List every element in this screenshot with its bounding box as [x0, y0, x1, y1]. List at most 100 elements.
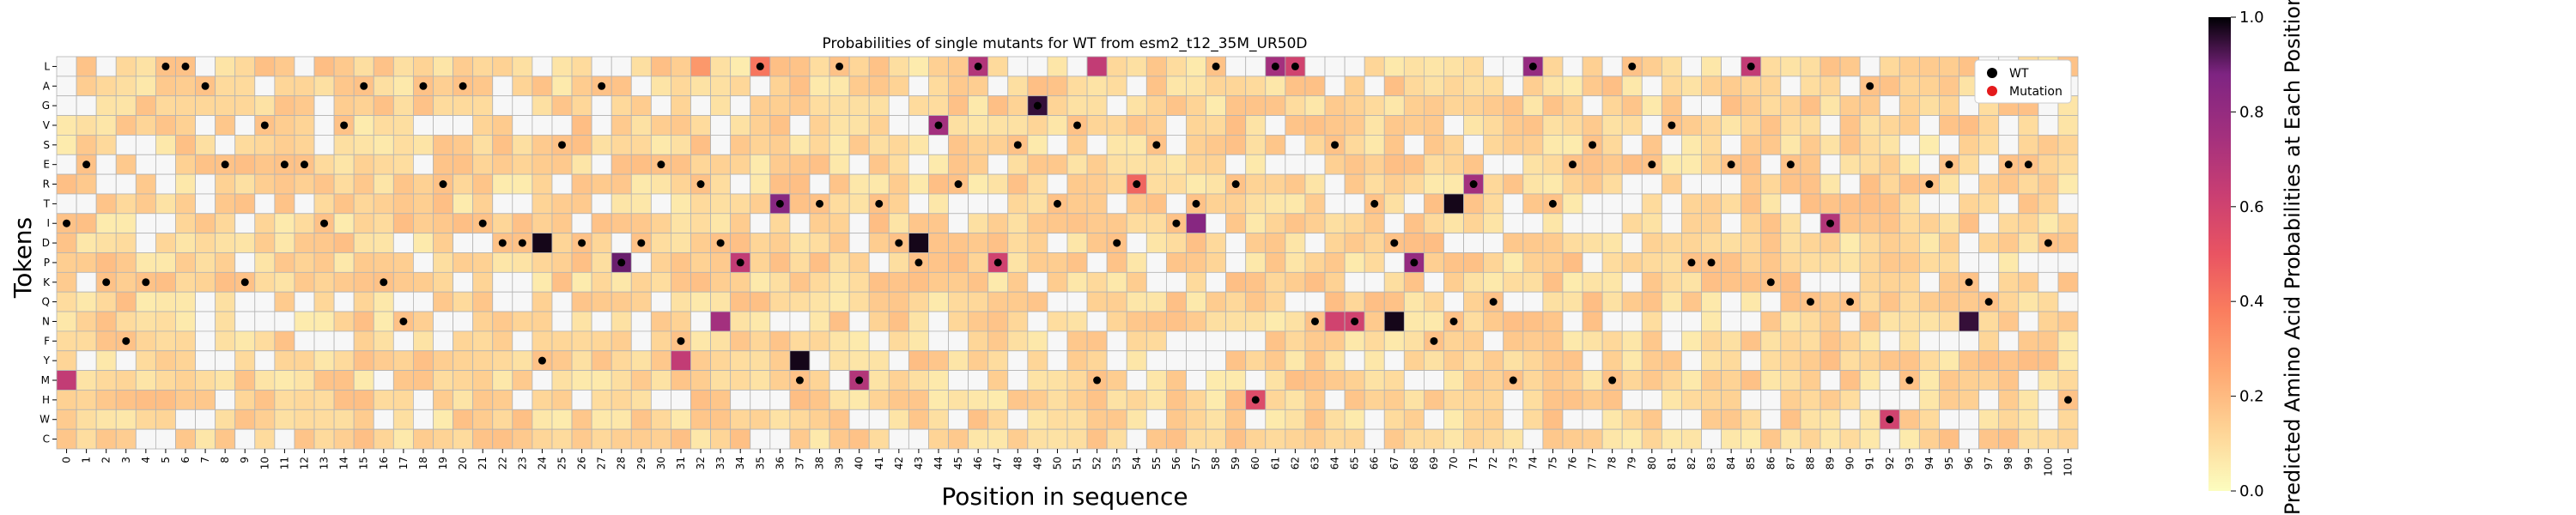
heatmap-cell	[353, 409, 374, 430]
wt-marker	[1033, 101, 1042, 110]
heatmap-cell	[789, 115, 811, 136]
heatmap-cell	[1206, 390, 1227, 410]
heatmap-cell	[611, 134, 632, 155]
heatmap-cell	[789, 154, 811, 175]
heatmap-cell	[472, 76, 494, 97]
heatmap-cell	[392, 115, 414, 136]
heatmap-cell	[2057, 115, 2079, 136]
heatmap-cell	[1047, 330, 1068, 352]
heatmap-cell	[512, 173, 533, 195]
heatmap-cell	[1245, 115, 1267, 136]
heatmap-cell	[829, 252, 850, 273]
heatmap-cell	[353, 173, 374, 195]
heatmap-cell	[888, 76, 909, 97]
heatmap-cell	[1542, 233, 1564, 253]
heatmap-cell	[1998, 409, 2020, 430]
heatmap-cell	[987, 76, 1009, 97]
heatmap-cell	[1859, 291, 1880, 312]
heatmap-cell	[1245, 193, 1267, 215]
heatmap-cell	[1800, 233, 1821, 253]
heatmap-cell	[690, 56, 711, 77]
heatmap-cell	[294, 370, 315, 391]
heatmap-cell	[472, 330, 494, 352]
heatmap-cell	[1324, 213, 1346, 234]
heatmap-cell	[2057, 271, 2079, 293]
heatmap-cell	[1265, 409, 1286, 430]
x-tick-label: 44	[933, 457, 945, 470]
heatmap-cell	[1859, 428, 1880, 450]
heatmap-cell	[1800, 76, 1821, 97]
heatmap-cell	[492, 56, 513, 77]
heatmap-cell	[1918, 330, 1940, 352]
heatmap-cell	[1701, 350, 1722, 372]
x-tick-label: 71	[1467, 457, 1479, 470]
heatmap-cell	[215, 134, 236, 155]
heatmap-cell	[671, 311, 691, 332]
heatmap-cell	[56, 252, 77, 273]
heatmap-cell	[829, 428, 850, 450]
heatmap-cell	[1344, 134, 1365, 155]
heatmap-cell	[313, 134, 335, 155]
heatmap-cell	[254, 76, 276, 97]
heatmap-cell	[1542, 350, 1564, 372]
heatmap-cell	[1899, 311, 1920, 332]
heatmap-cell	[333, 173, 355, 195]
heatmap-cell	[175, 291, 196, 312]
heatmap-cell	[1285, 271, 1306, 293]
heatmap-cell	[690, 409, 711, 430]
heatmap-cell	[1066, 76, 1088, 97]
heatmap-cell	[1601, 193, 1623, 215]
heatmap-cell	[373, 311, 394, 332]
heatmap-cell	[195, 409, 216, 430]
heatmap-cell	[1424, 76, 1444, 97]
heatmap-cell	[1424, 390, 1444, 410]
wt-marker	[1707, 258, 1716, 267]
heatmap-cell	[392, 271, 414, 293]
heatmap-cell	[1780, 76, 1801, 97]
heatmap-cell	[56, 370, 77, 391]
heatmap-cell	[671, 409, 691, 430]
wt-marker	[142, 278, 150, 287]
heatmap-cell	[1899, 95, 1920, 116]
heatmap-cell	[1186, 95, 1206, 116]
heatmap-cell	[1186, 213, 1206, 234]
wt-marker	[677, 336, 685, 345]
heatmap-cell	[789, 271, 811, 293]
heatmap-cell	[1145, 311, 1167, 332]
heatmap-cell	[1304, 330, 1326, 352]
heatmap-cell	[135, 193, 156, 215]
heatmap-cell	[710, 350, 732, 372]
heatmap-cell	[155, 134, 176, 155]
heatmap-cell	[1760, 428, 1782, 450]
x-tick-label: 11	[278, 457, 290, 470]
heatmap-cell	[373, 76, 394, 97]
x-tick-label: 17	[398, 457, 410, 470]
heatmap-cell	[2038, 428, 2059, 450]
heatmap-cell	[453, 95, 474, 116]
wt-marker	[1608, 376, 1617, 385]
heatmap-cell	[532, 291, 553, 312]
heatmap-cell	[1047, 390, 1068, 410]
heatmap-cell	[710, 370, 732, 391]
heatmap-cell	[115, 95, 137, 116]
heatmap-cell	[135, 134, 156, 155]
heatmap-cell	[1621, 213, 1643, 234]
heatmap-cell	[234, 56, 256, 77]
wt-marker	[1727, 161, 1735, 169]
wt-marker	[637, 239, 646, 247]
heatmap-cell	[95, 330, 117, 352]
heatmap-cell	[175, 95, 196, 116]
heatmap-cell	[948, 233, 969, 253]
heatmap-cell	[690, 370, 711, 391]
wt-marker	[736, 258, 744, 267]
heatmap-cell	[215, 56, 236, 77]
heatmap-cell	[135, 252, 156, 273]
heatmap-cell	[611, 233, 632, 253]
heatmap-cell	[1265, 173, 1286, 195]
heatmap-cell	[868, 350, 890, 372]
heatmap-cell	[928, 134, 949, 155]
heatmap-cell	[1800, 390, 1821, 410]
heatmap-cell	[1918, 252, 1940, 273]
heatmap-cell	[1780, 370, 1801, 391]
x-tick-label: 18	[417, 457, 429, 470]
